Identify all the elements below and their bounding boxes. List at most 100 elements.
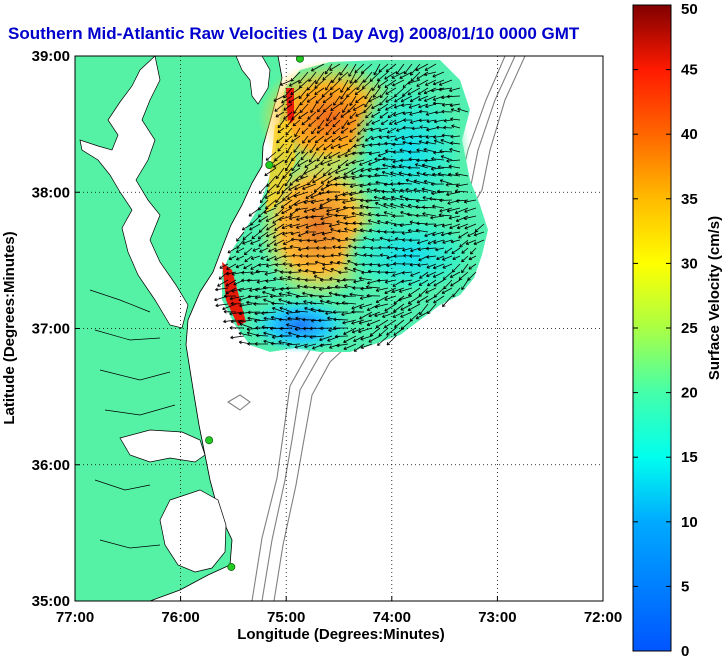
velocity-vector bbox=[368, 151, 381, 156]
velocity-vector bbox=[344, 151, 357, 158]
velocity-vector bbox=[331, 135, 341, 143]
velocity-vector bbox=[235, 263, 245, 269]
velocity-vector bbox=[286, 191, 301, 200]
velocity-vector bbox=[464, 207, 477, 213]
velocity-vector bbox=[421, 163, 437, 169]
velocity-vector bbox=[225, 287, 237, 295]
velocity-vector bbox=[223, 309, 237, 314]
velocity-vector bbox=[384, 79, 397, 88]
x-tick-label: 74:00 bbox=[373, 609, 411, 626]
velocity-vector bbox=[215, 287, 229, 292]
velocity-vector bbox=[423, 71, 437, 77]
velocity-vector bbox=[281, 223, 293, 230]
velocity-vector bbox=[373, 195, 389, 201]
velocity-vector bbox=[314, 159, 325, 168]
velocity-vector bbox=[307, 135, 317, 143]
velocity-vector bbox=[342, 199, 357, 204]
velocity-vector bbox=[386, 135, 397, 139]
colorbar-tick-label: 15 bbox=[681, 449, 698, 466]
plot-area bbox=[75, 56, 603, 601]
velocity-vector bbox=[295, 223, 309, 229]
velocity-vector bbox=[382, 311, 397, 318]
velocity-vector bbox=[309, 300, 325, 305]
velocity-vector bbox=[426, 263, 437, 269]
velocity-vector bbox=[336, 343, 349, 348]
velocity-vector bbox=[319, 326, 333, 331]
velocity-vector bbox=[247, 294, 261, 299]
velocity-vector bbox=[293, 143, 301, 153]
grid-lines bbox=[75, 56, 603, 601]
velocity-vector bbox=[385, 220, 397, 225]
velocity-vector bbox=[447, 172, 461, 177]
velocity-vector bbox=[274, 247, 285, 253]
velocity-vector bbox=[242, 239, 253, 245]
velocity-vector bbox=[393, 111, 405, 117]
velocity-vector bbox=[334, 284, 349, 289]
velocity-vector bbox=[450, 239, 461, 244]
velocity-vector bbox=[377, 151, 389, 157]
velocity-vector bbox=[416, 79, 429, 87]
velocity-vector bbox=[439, 198, 453, 203]
velocity-vector bbox=[432, 263, 445, 270]
velocity-vector bbox=[305, 191, 317, 199]
velocity-vector bbox=[275, 207, 285, 217]
velocity-vector bbox=[407, 303, 421, 311]
velocity-vector bbox=[415, 198, 429, 203]
velocity-vector bbox=[442, 295, 453, 308]
velocity-vector bbox=[433, 239, 445, 245]
velocity-vector bbox=[298, 238, 309, 243]
velocity-vector bbox=[235, 255, 245, 261]
velocity-vector bbox=[312, 270, 325, 275]
velocity-vector bbox=[441, 287, 453, 294]
velocity-vector bbox=[340, 127, 349, 134]
velocity-vector bbox=[408, 150, 421, 154]
velocity-vector bbox=[439, 179, 453, 185]
velocity-vector bbox=[402, 262, 412, 266]
velocity-vector bbox=[415, 213, 429, 218]
velocity-vector bbox=[283, 103, 293, 111]
velocity-vector bbox=[423, 87, 437, 95]
velocity-vector bbox=[308, 151, 317, 163]
x-axis-label: Longitude (Degrees:Minutes) bbox=[237, 626, 445, 643]
velocity-vector bbox=[321, 267, 333, 273]
velocity-vector bbox=[222, 303, 237, 311]
velocity-vector bbox=[258, 239, 269, 247]
colorbar-gradient bbox=[632, 4, 672, 652]
velocity-vector bbox=[244, 255, 253, 263]
velocity-vector bbox=[288, 95, 301, 104]
velocity-vector bbox=[246, 278, 261, 283]
velocity-vector bbox=[290, 231, 301, 236]
velocity-vector bbox=[432, 71, 445, 78]
velocity-vector bbox=[399, 223, 413, 228]
velocity-vector bbox=[367, 167, 381, 172]
velocity-vector bbox=[345, 159, 357, 167]
velocity-vector bbox=[349, 71, 357, 84]
velocity-vector bbox=[438, 213, 453, 217]
velocity-vector bbox=[305, 254, 317, 259]
velocity-vector bbox=[432, 79, 445, 86]
velocity-vector bbox=[367, 174, 381, 179]
velocity-vector bbox=[452, 255, 461, 260]
x-tick-label: 76:00 bbox=[161, 609, 199, 626]
velocity-vector bbox=[288, 270, 301, 275]
velocity-vector bbox=[356, 135, 365, 142]
velocity-vector bbox=[356, 79, 365, 91]
velocity-vector bbox=[430, 215, 445, 220]
velocity-vector bbox=[377, 263, 389, 268]
radar-stations bbox=[205, 56, 304, 571]
velocity-vector bbox=[286, 323, 301, 329]
velocity-vector bbox=[451, 124, 461, 129]
velocity-vector bbox=[329, 87, 341, 96]
velocity-vector bbox=[468, 255, 477, 261]
velocity-vector bbox=[400, 303, 413, 311]
velocity-vector bbox=[387, 111, 397, 119]
velocity-vector bbox=[340, 87, 349, 100]
velocity-vector bbox=[325, 119, 333, 127]
velocity-vector bbox=[315, 246, 324, 250]
velocity-vector bbox=[319, 299, 333, 305]
river-mouths bbox=[89, 289, 176, 549]
velocity-vector bbox=[297, 159, 309, 167]
velocity-vector bbox=[409, 111, 421, 116]
velocity-vector bbox=[423, 95, 437, 102]
velocity-vector bbox=[288, 199, 301, 209]
